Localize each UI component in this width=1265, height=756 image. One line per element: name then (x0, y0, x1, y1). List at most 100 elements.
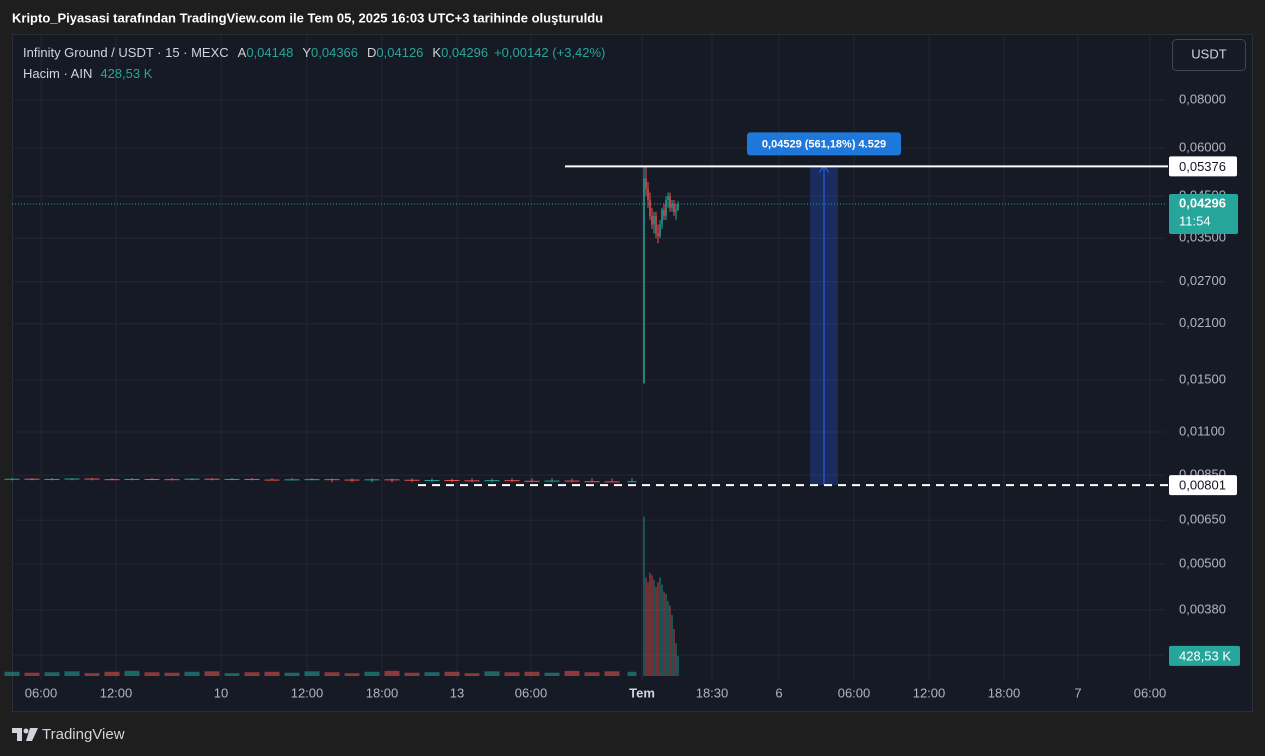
candle-body (677, 203, 679, 210)
volume-bar (665, 593, 667, 676)
volume-label-box (1169, 645, 1240, 666)
candle-body (364, 479, 380, 481)
candle-body (647, 188, 649, 200)
candle-body (667, 196, 669, 200)
volume-bar (424, 672, 440, 676)
volume-bar (464, 673, 480, 676)
branding-logo (12, 728, 38, 741)
ohlc-key: K (432, 45, 441, 60)
candle-body (657, 233, 659, 236)
x-tick-label: 12:00 (291, 685, 324, 700)
candle-body (524, 480, 540, 482)
volume-bar (484, 671, 500, 676)
ohlc-value: 0,04366 (311, 45, 358, 60)
candle-body (384, 479, 400, 481)
volume-bar (653, 579, 655, 676)
volume-bar (661, 584, 663, 676)
candle-body (184, 478, 200, 480)
candle-body (649, 199, 651, 216)
price-line-label: 0,05376 (1179, 159, 1226, 174)
candle-body (564, 480, 580, 482)
currency-label: USDT (1191, 46, 1226, 61)
change-value: +0,00142 (+3,42%) (494, 45, 605, 60)
candle-body (663, 209, 665, 216)
y-tick-label: 0,01500 (1179, 372, 1226, 387)
volume-bar (659, 577, 661, 676)
last-price-label: 0,04296 (1179, 195, 1226, 210)
candle-body (464, 480, 480, 482)
volume-bar (677, 655, 679, 676)
branding: TradingView (42, 726, 125, 743)
candle-body (653, 215, 655, 225)
candle-body (643, 178, 645, 384)
candle-body (645, 178, 647, 189)
currency-button[interactable] (1172, 39, 1246, 71)
ohlc-key: A (238, 45, 247, 60)
volume-bar (264, 671, 280, 676)
x-tick-label: 06:00 (515, 685, 548, 700)
x-tick-label: 06:00 (25, 685, 58, 700)
x-tick-label: 10 (214, 685, 228, 700)
countdown-label: 11:54 (1179, 213, 1211, 228)
x-tick-label: 6 (775, 685, 782, 700)
candle-body (404, 479, 420, 481)
volume-bar (444, 671, 460, 676)
candle-body (424, 479, 440, 481)
measure-label-box (747, 132, 901, 156)
volume-bar (344, 673, 360, 676)
candle-body (504, 480, 520, 482)
y-tick-label: 0,01100 (1179, 423, 1225, 438)
page-title: Kripto_Piyasasi tarafından TradingView.c… (12, 10, 603, 25)
x-tick-label: 12:00 (913, 685, 946, 700)
volume-bar (655, 586, 657, 676)
ohlc-key: Y (302, 45, 311, 60)
volume-bar (524, 671, 540, 676)
x-tick-label: Tem (629, 685, 655, 700)
x-tick-label: 18:00 (988, 685, 1021, 700)
y-tick-label: 0,06000 (1179, 139, 1226, 154)
volume-bar (675, 643, 677, 676)
volume-bar (564, 670, 580, 676)
candle-body (24, 478, 40, 480)
volume-value: 428,53 K (100, 66, 152, 81)
candle-body (224, 478, 240, 480)
candle-body (284, 479, 300, 481)
candle-body (669, 196, 671, 208)
volume-bar (244, 672, 260, 676)
x-tick-label: 06:00 (1134, 685, 1167, 700)
volume-bar (104, 671, 120, 676)
candle-body (673, 203, 675, 212)
price-line-label-box (1169, 475, 1237, 496)
volume-legend: Hacim · AIN 428,53 K (23, 66, 153, 81)
x-tick-label: 12:00 (100, 685, 133, 700)
volume-bar (164, 672, 180, 676)
price-line-label-box (1169, 156, 1237, 177)
volume-bar (669, 605, 671, 676)
symbol-legend: Infinity Ground / USDT · 15 · MEXC A0,041… (23, 45, 605, 60)
x-tick-label: 7 (1074, 685, 1081, 700)
volume-title: Hacim · AIN (23, 66, 92, 81)
candle-body (651, 215, 653, 225)
candle-body (484, 480, 500, 482)
candle-body (661, 209, 663, 225)
volume-bar (284, 672, 300, 676)
volume-bar (144, 672, 160, 676)
x-tick-label: 18:30 (696, 685, 729, 700)
candle-body (324, 479, 340, 481)
volume-bar (647, 582, 649, 676)
candle-body (204, 478, 220, 480)
volume-bar (224, 673, 240, 676)
candle-body (144, 478, 160, 480)
candle-body (124, 478, 140, 480)
volume-bar (544, 672, 560, 676)
y-tick-label: 0,00500 (1179, 555, 1226, 570)
x-tick-label: 13 (450, 685, 464, 700)
volume-bar (304, 671, 320, 676)
y-tick-label: 0,02700 (1179, 273, 1226, 288)
volume-bar (604, 671, 620, 676)
ohlc-key: D (367, 45, 376, 60)
candle-body (304, 479, 320, 481)
price-line-label: 0,00801 (1179, 478, 1226, 493)
volume-bar (645, 577, 647, 676)
